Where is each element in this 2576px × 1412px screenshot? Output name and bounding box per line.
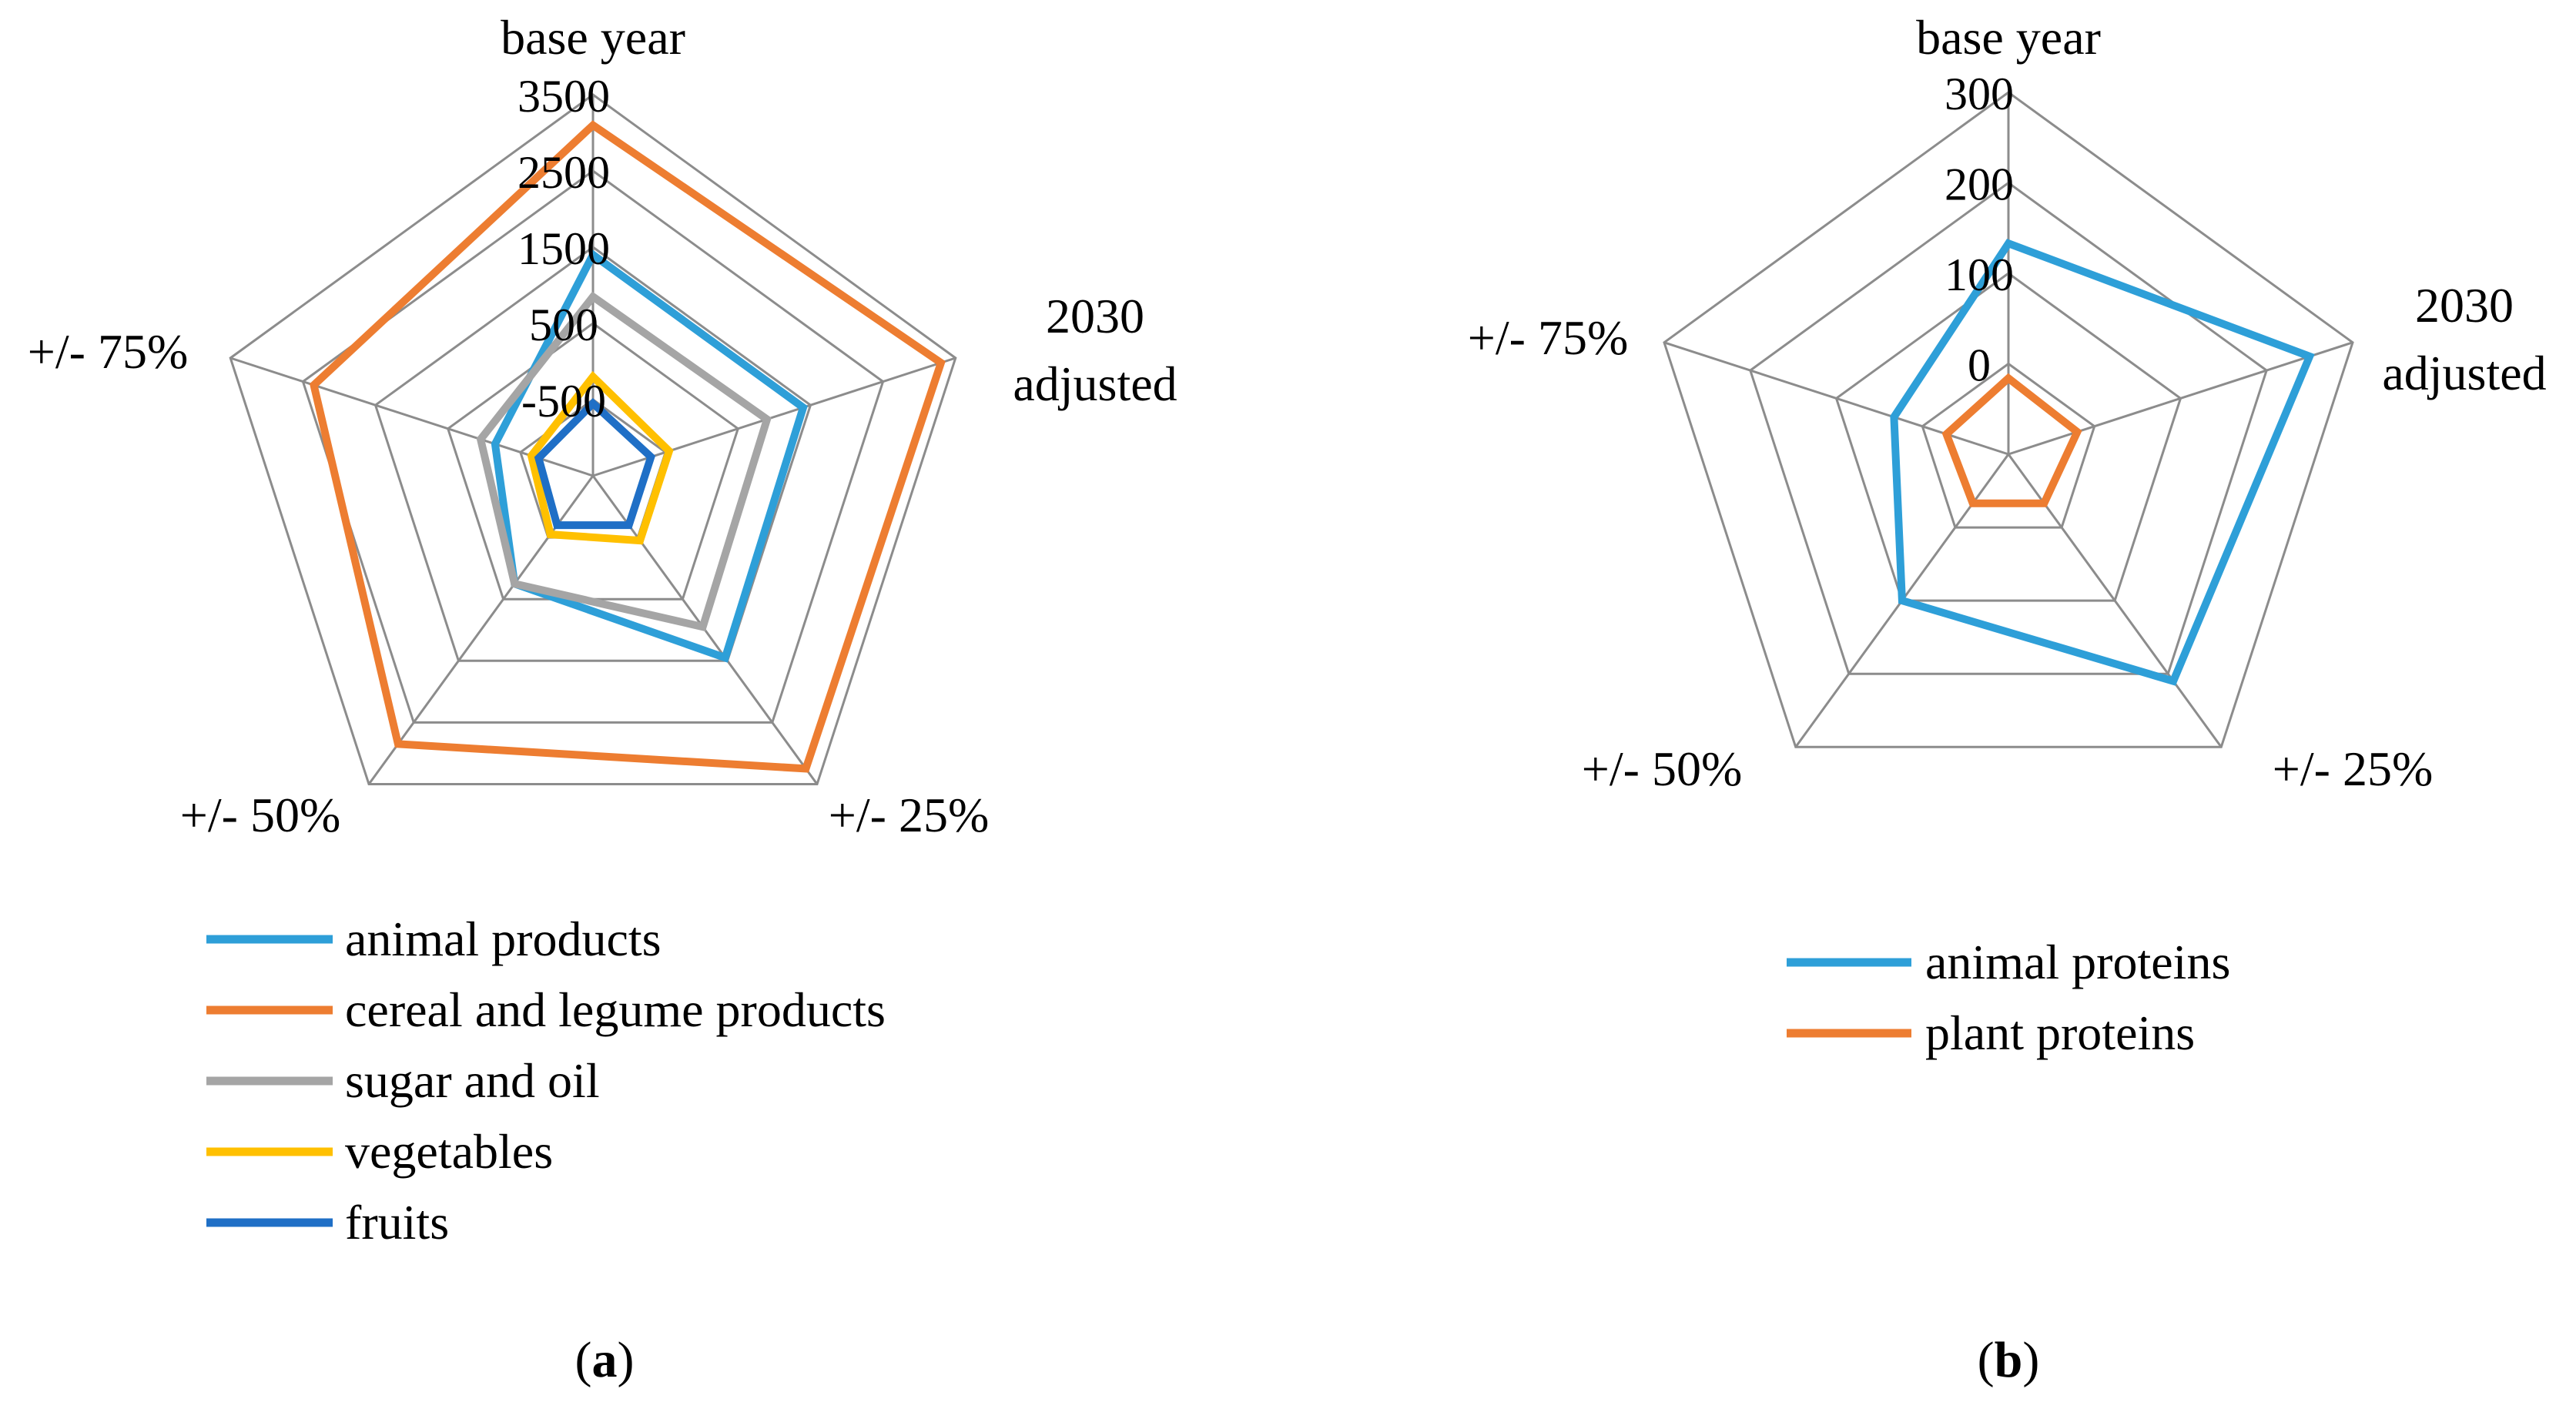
grid-ring [1834,272,2182,602]
legend-label: plant proteins [1925,1005,2195,1060]
legend-label: fruits [345,1195,449,1250]
series-line-cereal-and-legume-products [309,120,946,773]
legend-item-animal-products: animal products [206,912,662,966]
grid-ring [229,93,957,785]
panel-caption-a: (a) [575,1332,635,1388]
category-label-50: +/- 50% [180,788,341,842]
category-label-50: +/- 50% [1582,741,1743,796]
radial-tick-label: 1500 [518,223,610,274]
legend-label: cereal and legume products [345,982,886,1037]
radial-tick-label: 2500 [518,147,610,198]
legend-label: animal proteins [1925,935,2230,989]
radial-tick-label: 0 [1968,340,1991,391]
series-line-plant-proteins [1941,373,2082,507]
grid-ring [1921,362,2096,529]
series-line-vegetables [527,370,674,545]
category-label-25: +/- 25% [829,788,990,842]
radial-tick-label: 500 [529,299,598,350]
legend-item-sugar-and-oil: sugar and oil [206,1053,600,1108]
series-line-animal-products [491,249,808,663]
panel-a-radar-chart: -500 500 1500 2500 3500 base year 2030 adjusted… [28,10,1177,1250]
radial-spoke [2008,341,2353,456]
category-label-75: +/- 75% [28,324,189,379]
category-label-2030-adjusted: 2030 adjusted [1013,289,1177,411]
category-label-base-year: base year [1916,10,2101,65]
legend-item-fruits: fruits [206,1195,449,1250]
legend-item-cereal-and-legume-products: cereal and legume products [206,982,886,1037]
series-line-animal-proteins [1890,239,2315,686]
radial-tick-label: -500 [521,376,606,427]
radial-tick-label: 3500 [518,71,610,122]
category-label-25: +/- 25% [2273,741,2434,796]
radial-tick-label: 200 [1945,159,2014,210]
grid-ring [1749,181,2268,675]
grid-ring [374,246,812,662]
series-line-fruits [534,398,656,530]
legend-label: animal products [345,912,662,966]
legend-item-plant-proteins: plant proteins [1787,1005,2195,1060]
legend-item-animal-proteins: animal proteins [1787,935,2230,989]
legend-label: vegetables [345,1124,553,1179]
category-label-75: +/- 75% [1468,310,1629,365]
category-label-2030-adjusted: 2030 adjusted [2382,278,2546,400]
radial-tick-label: 100 [1945,249,2014,300]
panel-captions: (a) (b) [575,1332,2040,1388]
radial-tick-label: 300 [1945,69,2014,119]
grid-ring [1663,91,2354,748]
series-line-sugar-and-oil [476,291,772,632]
legend-label: sugar and oil [345,1053,600,1108]
legend-item-vegetables: vegetables [206,1124,553,1179]
category-label-base-year: base year [501,10,685,65]
panel-caption-b: (b) [1978,1332,2040,1388]
